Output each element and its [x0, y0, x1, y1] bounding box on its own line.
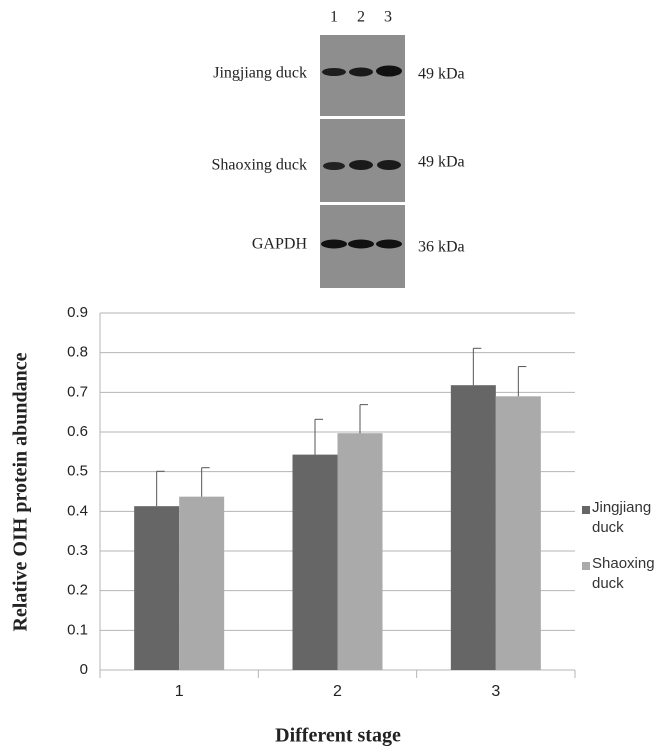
lane-label: 2 [357, 9, 365, 26]
band [376, 66, 402, 77]
y-tick-label: 0 [80, 661, 88, 678]
x-tick-label: 1 [175, 683, 184, 700]
x-tick-label: 3 [491, 683, 500, 700]
blot-size: 36 kDa [418, 239, 465, 256]
error-bar [315, 419, 323, 454]
x-axis-label: Different stage [275, 725, 401, 747]
legend-swatch [582, 562, 590, 570]
legend-label: Shaoxing duck [592, 554, 664, 594]
y-tick-label: 0.1 [67, 621, 88, 638]
band [349, 68, 373, 77]
y-tick-label: 0.2 [67, 582, 88, 599]
lane-label: 1 [330, 9, 338, 26]
bar [293, 455, 338, 670]
error-bar [360, 405, 368, 434]
bar [179, 497, 224, 670]
y-tick-label: 0.7 [67, 383, 88, 400]
band [377, 160, 401, 170]
y-tick-label: 0.5 [67, 463, 88, 480]
legend-entry: Shaoxing duck [592, 554, 664, 598]
blot-row-label: Jingjiang duck [213, 65, 307, 82]
y-tick-label: 0.3 [67, 542, 88, 559]
y-tick-label: 0.6 [67, 423, 88, 440]
blot-separator [320, 202, 405, 205]
legend-label: Jingjiang duck [592, 498, 664, 538]
bar [496, 396, 541, 670]
bar [134, 506, 179, 670]
blot-separator [320, 116, 405, 119]
y-tick-label: 0.4 [67, 502, 88, 519]
error-bar [473, 348, 481, 385]
blot-row-label: GAPDH [252, 236, 308, 253]
lane-label: 3 [384, 9, 392, 26]
y-tick-label: 0.9 [67, 304, 88, 321]
blot-size: 49 kDa [418, 154, 465, 171]
blot-image [320, 35, 405, 288]
blot-row-label: Shaoxing duck [211, 157, 307, 174]
bar [451, 385, 496, 670]
legend-swatch [582, 506, 590, 514]
error-bar [157, 471, 165, 506]
x-tick-label: 2 [333, 683, 342, 700]
band [349, 160, 373, 170]
bar [338, 433, 383, 670]
y-axis-label: Relative OIH protein abundance [10, 352, 32, 631]
band [321, 240, 347, 249]
band [376, 240, 402, 249]
legend-entry: Jingjiang duck [592, 498, 664, 542]
band [322, 68, 346, 76]
y-tick-label: 0.8 [67, 344, 88, 361]
figure: 1 2 3 Jingjiang duck Shaoxing duck GAPDH… [0, 0, 664, 749]
band [323, 162, 345, 170]
band [348, 240, 374, 249]
blot-size: 49 kDa [418, 66, 465, 83]
